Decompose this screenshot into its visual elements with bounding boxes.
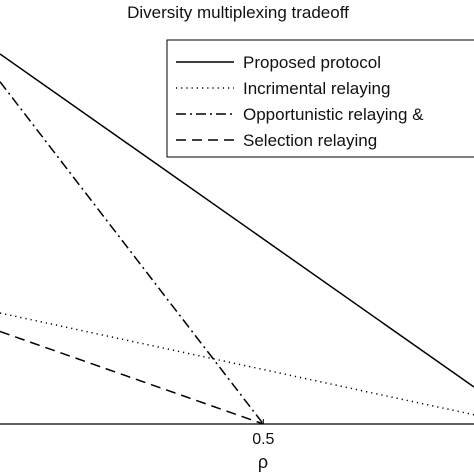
legend-label-1: Proposed protocol [243,53,381,72]
x-axis-label: ρ [258,452,268,472]
series-line-1 [0,53,474,388]
legend-label-4: Selection relaying [243,131,377,150]
chart-title: Diversity multiplexing tradeoff [127,3,349,22]
legend-box [166,39,474,158]
legend: Proposed protocol Incrimental relaying Opp… [166,39,474,158]
legend-label-3: Opportunistic relaying & [243,105,424,124]
series-line-2 [0,312,474,416]
x-tick-label-1: 0.5 [252,431,274,448]
legend-label-2: Incrimental relaying [243,79,390,98]
series-line-3 [0,81,264,425]
series-line-4 [0,330,264,425]
